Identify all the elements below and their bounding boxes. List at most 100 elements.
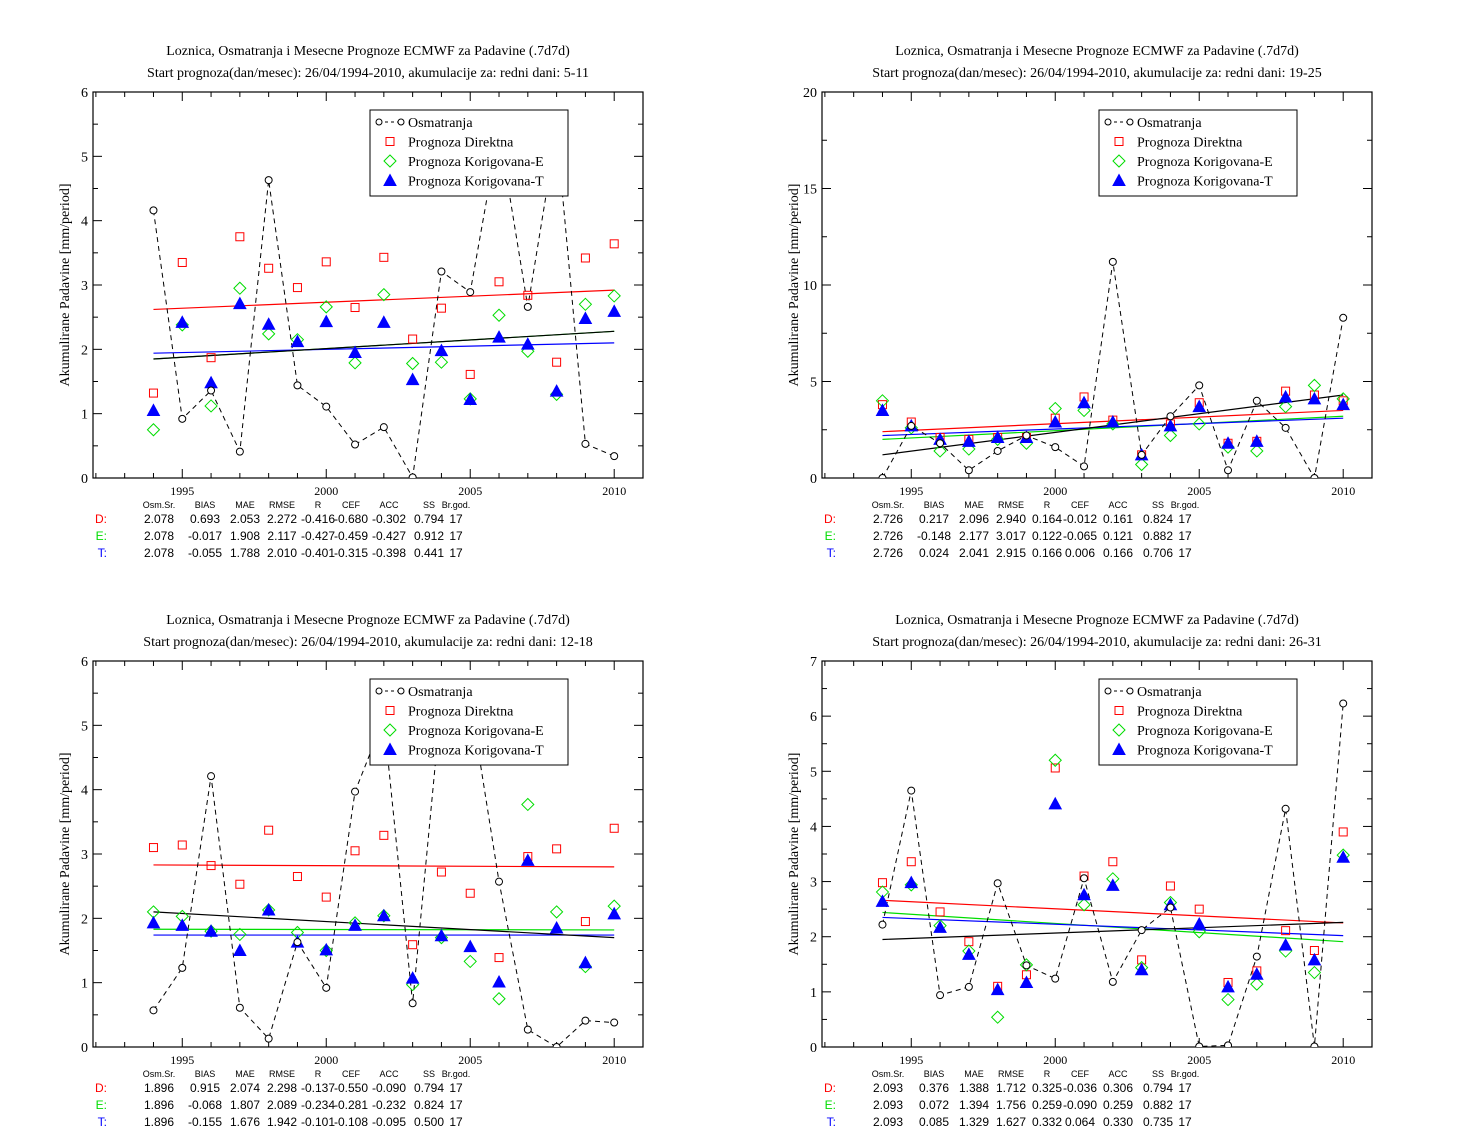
x-tick-label: 2010 [1331,484,1355,498]
point-osmatranja [936,991,945,1000]
stats-header: MAE [235,1069,255,1079]
point-korigovana-e [261,327,276,341]
y-tick-label: 7 [810,655,817,670]
point-osmatranja [964,466,973,475]
stats-value: 0.824 [414,1098,444,1112]
point-korigovana-e [319,943,333,958]
point-korigovana-e [492,308,506,322]
stats-value: 0.706 [1143,546,1173,560]
point-korigovana-e [1077,403,1091,418]
stats-value: 17 [449,1098,463,1112]
stats-value: 2.053 [230,512,260,526]
legend-marker-osmatranja [1126,687,1134,695]
stats-value: 0.072 [919,1098,949,1112]
point-osmatranja [149,206,158,215]
point-osmatranja [1166,412,1175,421]
stats-value: 0.217 [919,512,949,526]
point-direktna [321,257,331,267]
stats-header: MAE [964,500,984,510]
stats-header: BIAS [195,500,216,510]
stats-value: 0.500 [414,1115,444,1129]
trend-line-2 [153,928,615,931]
stats-value: 17 [449,1115,463,1129]
legend-marker-korigovana-e [383,154,397,168]
point-osmatranja [1080,874,1089,883]
y-tick-label: 4 [81,215,88,230]
legend-marker-korigovana-e [383,723,397,737]
point-korigovana-t [578,311,593,324]
stats-value: 2.117 [267,529,296,543]
point-korigovana-e [233,927,247,942]
point-direktna [408,940,418,950]
y-tick-label: 3 [810,876,817,891]
stats-value: -0.401 [301,546,335,560]
y-tick-label: 5 [81,150,88,165]
stats-value: 0.325 [1032,1081,1062,1095]
stats-value: -0.302 [372,512,406,526]
point-korigovana-e [1250,444,1264,458]
x-tick-label: 2005 [1187,1053,1211,1067]
stats-value: 3.017 [996,529,1026,543]
point-direktna [1165,881,1175,891]
point-osmatranja [1051,443,1060,452]
point-osmatranja [1137,450,1146,459]
stats-table: Osm.Sr. BIAS MAE RMSE R CEF ACC SS Br.god. D: 2.09… [824,1069,1199,1129]
point-korigovana-t [962,947,976,960]
point-direktna [580,917,590,927]
stats-value: -0.017 [188,529,222,543]
stats-value: 2.726 [873,512,903,526]
point-osmatranja [1339,699,1348,708]
stats-value: 0.693 [190,512,220,526]
point-korigovana-e [434,930,449,945]
stats-value: -0.459 [334,529,368,543]
stats-header: RMSE [269,500,295,510]
point-direktna [148,843,158,853]
legend-label: Prognoza Korigovana-E [1137,724,1273,739]
legend-marker-osmatranja [1104,118,1112,126]
point-osmatranja [1166,903,1175,912]
chart-title: Loznica, Osmatranja i Mesecne Prognoze E… [895,613,1299,628]
point-korigovana-e [1221,992,1235,1007]
point-osmatranja [149,1006,158,1015]
stats-value: 1.896 [144,1081,174,1095]
chart-subtitle: Start prognoza(dan/mesec): 26/04/1994-20… [143,635,592,650]
stats-value: 17 [449,512,463,526]
y-tick-label: 10 [803,279,817,294]
legend-marker-korigovana-t [1112,742,1126,755]
legend-marker-korigovana-e [1112,723,1126,737]
point-osmatranja [351,440,360,449]
trend-line-1 [882,899,1344,924]
legend-marker-osmatranja [1126,118,1134,126]
stats-value: -0.108 [334,1115,368,1129]
stats-header: CEF [342,500,361,510]
stats-value: 2.096 [959,512,989,526]
point-osmatranja [1310,474,1319,478]
x-tick-label: 1995 [899,484,923,498]
stats-header: Osm.Sr. [143,1069,176,1079]
x-tick-label: 2000 [1043,484,1067,498]
chart-title: Loznica, Osmatranja i Mesecne Prognoze E… [895,44,1299,59]
point-korigovana-t [1105,878,1120,891]
point-korigovana-e [1077,898,1091,912]
point-korigovana-e [990,1010,1005,1024]
legend-label: Prognoza Korigovana-E [408,155,544,170]
stats-table: Osm.Sr. BIAS MAE RMSE R CEF ACC SS Br.god. D: 2.07… [95,500,470,560]
point-korigovana-t [204,924,218,937]
point-osmatranja [1310,1042,1319,1047]
stats-header: RMSE [269,1069,295,1079]
y-tick-label: 1 [81,977,88,992]
legend-label: Prognoza Korigovana-T [1137,744,1273,759]
y-tick-label: 3 [81,279,88,294]
point-osmatranja [552,1043,561,1047]
stats-header: CEF [1071,1069,1090,1079]
point-korigovana-t [607,304,622,317]
stats-value: -0.427 [301,529,335,543]
legend-label: Prognoza Direktna [408,136,514,151]
stats-value: 0.085 [919,1115,949,1129]
point-korigovana-t [1249,967,1264,980]
stats-value: -0.148 [917,529,951,543]
point-korigovana-e [962,442,976,456]
point-korigovana-t [405,372,420,386]
stats-value: 0.882 [1143,1098,1173,1112]
point-korigovana-t [319,314,334,328]
